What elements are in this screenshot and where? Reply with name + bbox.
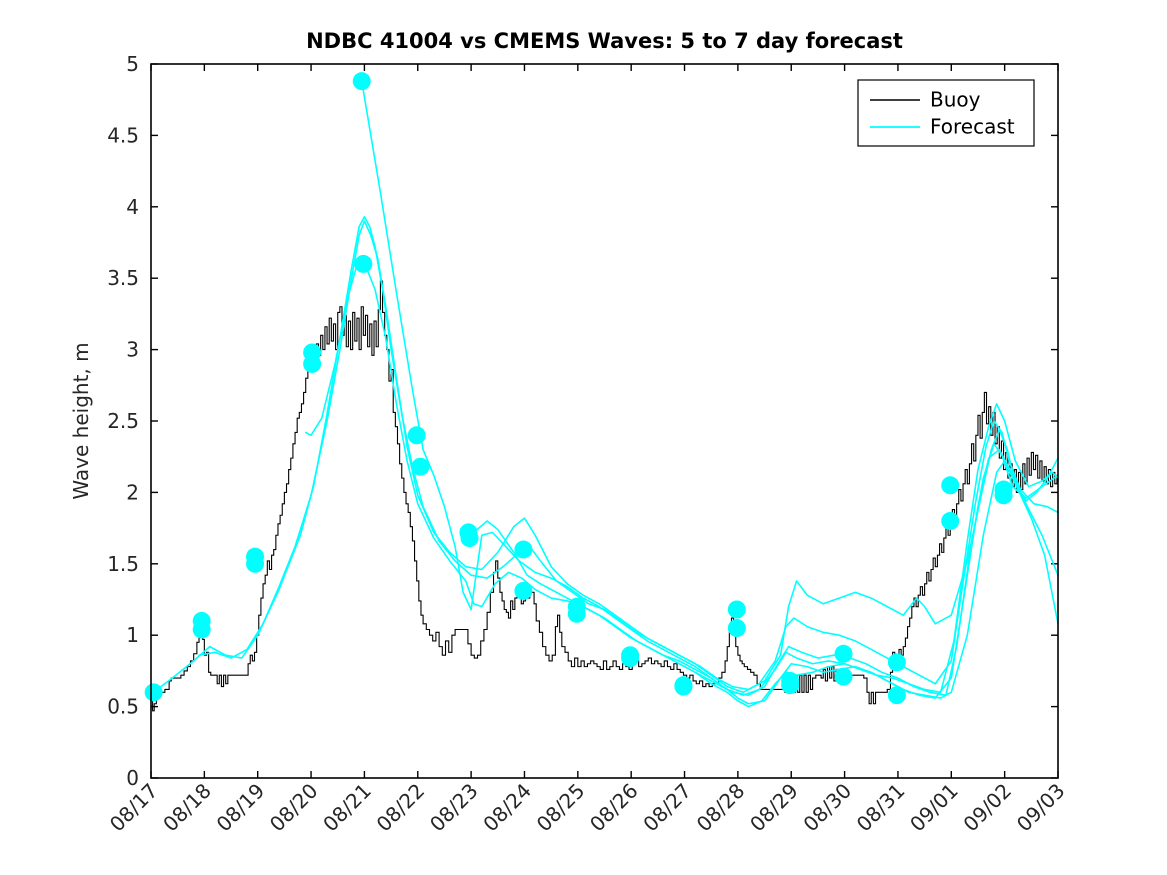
forecast-data-point	[352, 72, 371, 91]
forecast-data-point	[674, 677, 693, 696]
y-axis-label: Wave height, m	[69, 342, 93, 499]
y-tick-label: 3	[126, 338, 139, 362]
forecast-data-point	[834, 644, 853, 663]
forecast-data-point	[303, 354, 322, 373]
page-title: NDBC 41004 vs CMEMS Waves: 5 to 7 day fo…	[306, 29, 903, 53]
forecast-markers	[144, 72, 1013, 705]
forecast-data-point	[246, 554, 265, 573]
plot-area-background	[151, 64, 1058, 778]
chart-legend: Buoy Forecast	[857, 79, 1035, 147]
forecast-data-point	[567, 604, 586, 623]
forecast-data-point	[514, 540, 533, 559]
forecast-data-point	[887, 686, 906, 705]
legend-box	[857, 79, 1035, 147]
forecast-data-point	[727, 600, 746, 619]
forecast-series-line	[472, 443, 1059, 696]
y-tick-label: 2	[126, 480, 139, 504]
forecast-data-point	[994, 486, 1013, 505]
legend-label-buoy: Buoy	[930, 88, 981, 112]
forecast-data-point	[887, 653, 906, 672]
forecast-data-point	[621, 649, 640, 668]
buoy-series-line	[151, 280, 1059, 712]
legend-label-forecast: Forecast	[930, 115, 1015, 139]
y-tick-label: 3.5	[107, 266, 139, 290]
forecast-data-point	[354, 254, 373, 273]
forecast-data-point	[411, 457, 430, 476]
y-tick-label: 4.5	[107, 123, 139, 147]
forecast-series-line	[198, 220, 1059, 694]
series-lines	[151, 80, 1059, 712]
forecast-data-point	[941, 476, 960, 495]
y-tick-label: 1	[126, 623, 139, 647]
forecast-series-line	[694, 460, 1059, 708]
y-tick-label: 0.5	[107, 695, 139, 719]
y-tick-label: 5	[126, 52, 139, 76]
forecast-data-point	[192, 620, 211, 639]
y-tick-label: 2.5	[107, 409, 139, 433]
y-tick-label: 4	[126, 195, 139, 219]
forecast-data-point	[514, 581, 533, 600]
y-tick-label: 1.5	[107, 552, 139, 576]
forecast-data-point	[941, 511, 960, 530]
forecast-data-point	[144, 683, 163, 702]
forecast-data-point	[834, 667, 853, 686]
forecast-data-point	[460, 529, 479, 548]
forecast-data-point	[407, 426, 426, 445]
forecast-data-point	[727, 619, 746, 638]
y-tick-label: 0	[126, 766, 139, 790]
plot-spines	[150, 63, 1059, 779]
forecast-data-point	[781, 676, 800, 695]
y-axis-ticks: 0 0.5 1 1.5 2 2.5 3 3.5 4 4.5 5	[107, 52, 1058, 790]
